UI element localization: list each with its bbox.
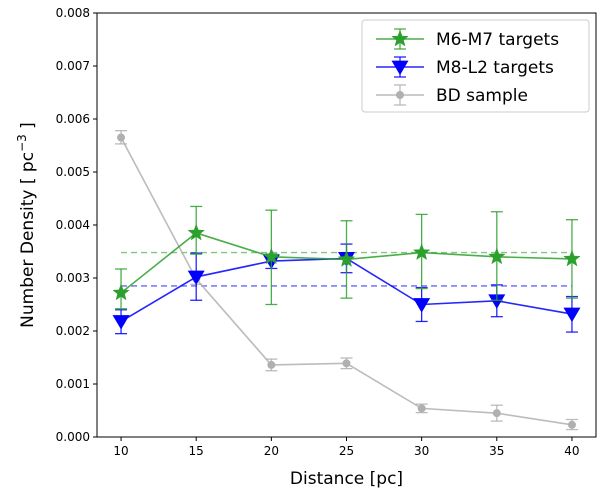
y-tick-label: 0.005: [56, 165, 90, 179]
y-axis-label: Number Density [ pc−3 ]: [15, 122, 38, 328]
data-point: [563, 307, 581, 323]
data-point: [563, 249, 581, 267]
legend-box: [361, 19, 590, 113]
y-tick-label: 0.004: [56, 218, 90, 232]
y-axis-label-end: ]: [18, 122, 38, 134]
data-point: [112, 315, 130, 330]
y-tick-label: 0.007: [56, 59, 90, 73]
x-tick-label: 35: [489, 444, 504, 458]
x-tick-label: 15: [189, 444, 204, 458]
y-tick-label: 0.000: [56, 430, 90, 444]
legend-label-bd-sample: BD sample: [436, 86, 528, 106]
legend-symbol-m6-m7: [376, 28, 424, 50]
legend: M6-M7 targets M8-L2 targets BD sample: [361, 19, 590, 113]
x-tick-label: 20: [264, 444, 279, 458]
data-point: [567, 420, 576, 429]
x-tick-label: 30: [414, 444, 429, 458]
data-point: [413, 298, 431, 313]
legend-entry-m8-l2: M8-L2 targets: [376, 56, 554, 78]
y-tick-label: 0.008: [56, 6, 90, 20]
y-tick-label: 0.003: [56, 271, 90, 285]
data-point: [187, 223, 205, 241]
data-point: [112, 283, 130, 301]
x-axis-label: Distance [pc]: [290, 469, 403, 489]
x-tick-label: 25: [339, 444, 354, 458]
legend-symbol-bd-sample: [376, 84, 424, 106]
y-tick-label: 0.001: [56, 377, 90, 391]
x-tick-label: 10: [113, 444, 128, 458]
series-m6-m7-targets: [112, 205, 581, 310]
data-point: [337, 250, 356, 267]
data-point: [488, 247, 506, 265]
legend-symbol-m8-l2: [376, 56, 424, 78]
data-point: [267, 360, 276, 369]
data-point: [187, 270, 205, 286]
legend-label-m6-m7: M6-M7 targets: [436, 30, 559, 50]
data-point: [117, 133, 126, 142]
y-axis-label-sup: −3: [15, 134, 29, 152]
y-axis-label-main: Number Density [ pc: [18, 152, 38, 328]
legend-marker: [391, 29, 409, 47]
data-point: [488, 294, 506, 309]
legend-entry-bd-sample: BD sample: [376, 84, 528, 106]
x-tick-label: 40: [564, 444, 579, 458]
legend-marker: [396, 91, 404, 99]
legend-marker: [391, 60, 409, 76]
data-point: [417, 404, 426, 413]
data-point: [262, 247, 281, 265]
y-ticks: 0.000 0.001 0.002 0.003 0.004 0.005 0.006 0.007…: [56, 6, 97, 444]
legend-entry-m6-m7: M6-M7 targets: [376, 28, 559, 50]
legend-label-m8-l2: M8-L2 targets: [436, 58, 554, 78]
data-point: [342, 359, 351, 368]
data-point: [492, 409, 501, 418]
data-point: [412, 243, 431, 261]
y-tick-label: 0.002: [56, 324, 90, 338]
series-layer: [112, 130, 581, 431]
y-tick-label: 0.006: [56, 112, 90, 126]
x-ticks: 10 15 20 25 30 35 40: [113, 437, 580, 458]
